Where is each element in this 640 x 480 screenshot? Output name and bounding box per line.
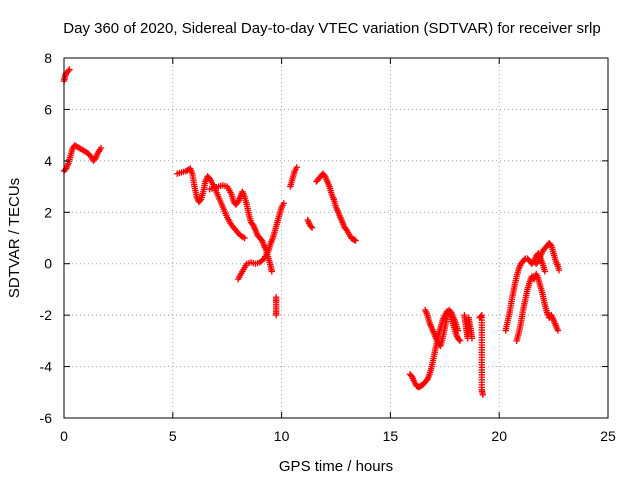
x-axis-label: GPS time / hours (279, 458, 393, 475)
data-point (205, 174, 212, 181)
data-point (454, 327, 462, 334)
data-point (196, 197, 204, 204)
x-tick-label: 25 (600, 428, 616, 444)
data-point (479, 391, 487, 399)
data-point (468, 335, 476, 342)
x-tick-label: 10 (274, 428, 290, 444)
data-point (555, 266, 563, 274)
data-point (554, 327, 562, 334)
data-point (280, 200, 287, 207)
data-point (272, 311, 280, 319)
y-tick-label: -4 (40, 359, 53, 375)
axis-ticks: 0 5 10 15 20 25 -6 -4 -2 0 2 4 6 8 (40, 50, 616, 444)
data-point (239, 233, 247, 241)
y-tick-label: 6 (44, 101, 52, 117)
data-point (455, 336, 463, 343)
plot-frame (63, 57, 609, 419)
y-tick-label: 4 (44, 153, 52, 169)
data-point (293, 164, 301, 171)
data-point (308, 224, 316, 231)
data-point (65, 67, 72, 75)
data-point (241, 234, 248, 242)
data-points (60, 66, 563, 399)
x-tick-label: 20 (491, 428, 507, 444)
grid (64, 58, 608, 418)
data-point (86, 152, 94, 159)
data-point (547, 241, 554, 248)
x-tick-label: 5 (169, 428, 177, 444)
data-point (352, 237, 359, 244)
data-point (268, 268, 276, 275)
data-point (259, 256, 266, 264)
y-axis-label: SDTVAR / TECUs (6, 178, 23, 298)
y-tick-label: -6 (40, 410, 53, 426)
x-tick-label: 15 (383, 428, 399, 444)
y-tick-label: 8 (44, 50, 52, 66)
data-point (477, 313, 484, 320)
data-point (97, 144, 105, 152)
data-point (456, 337, 464, 345)
x-tick-label: 0 (60, 428, 68, 444)
y-tick-label: 2 (44, 204, 52, 220)
data-point (541, 268, 549, 275)
chart-title: Day 360 of 2020, Sidereal Day-to-day VTE… (63, 20, 600, 37)
data-point (307, 223, 315, 230)
data-point (342, 225, 349, 233)
y-tick-label: -2 (40, 307, 53, 323)
data-point (66, 66, 73, 73)
y-tick-label: 0 (44, 256, 52, 272)
